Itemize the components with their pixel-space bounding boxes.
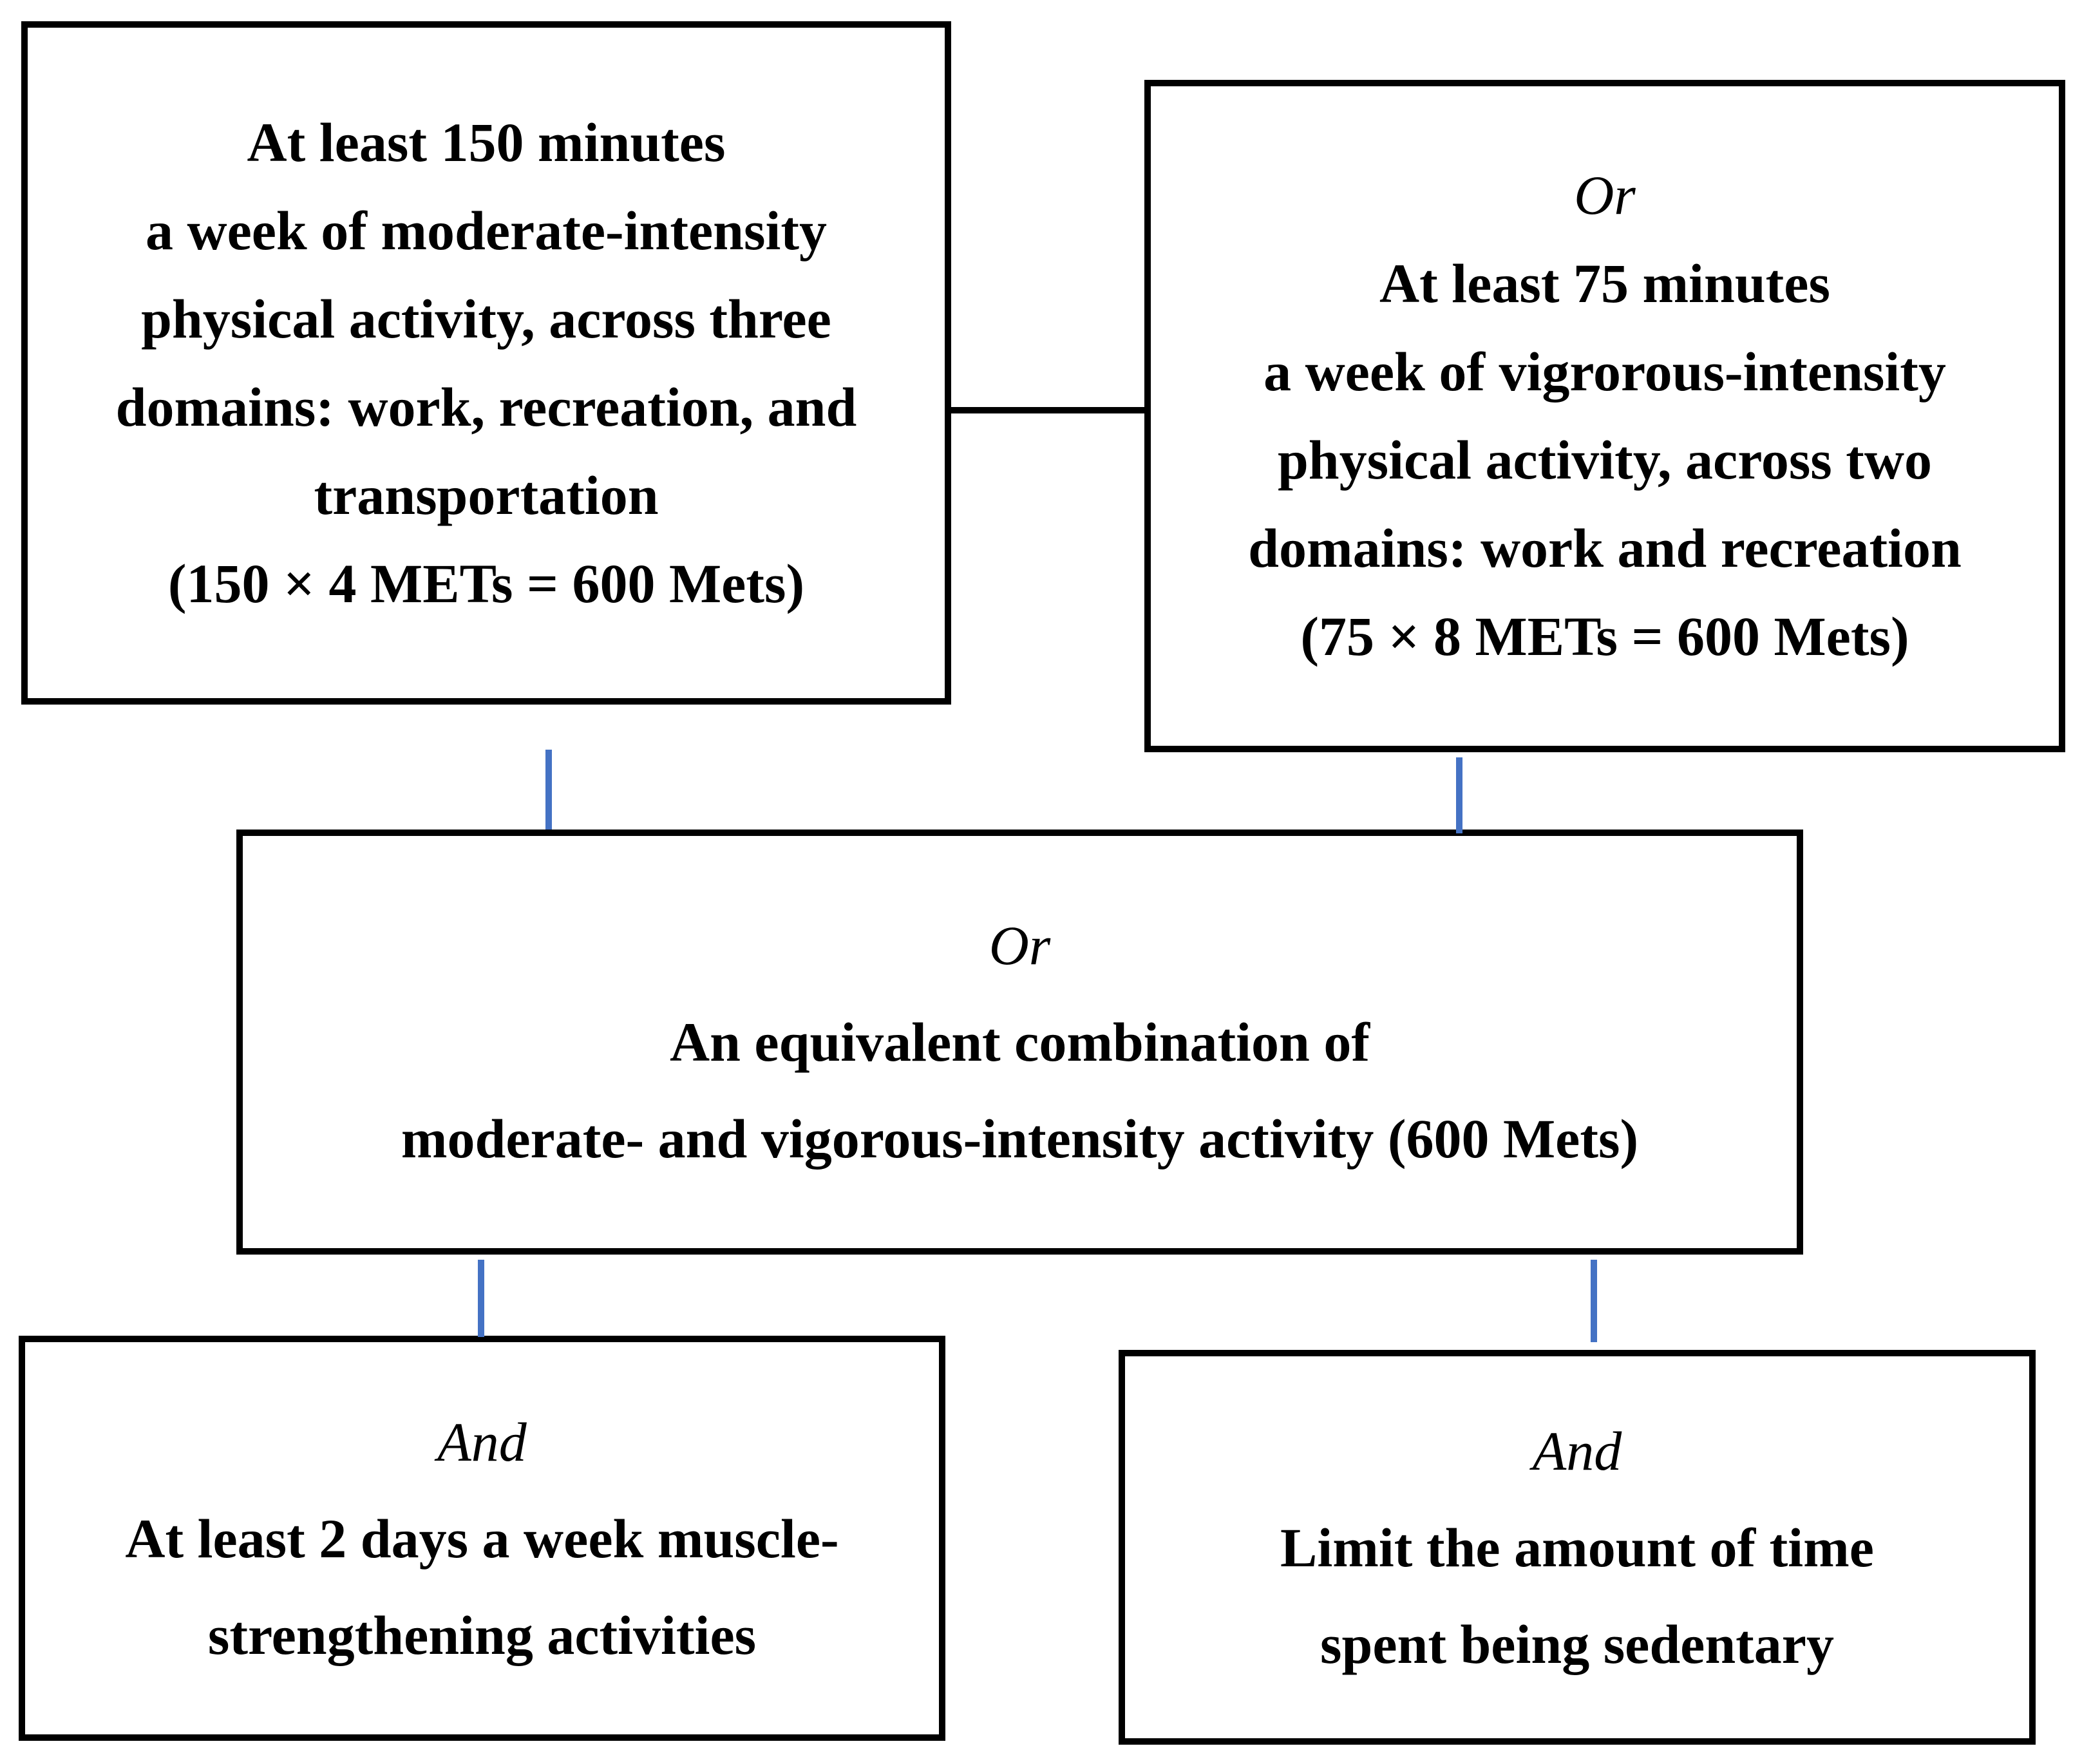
- box-limit-sedentary-time: And Limit the amount of time spent being…: [1119, 1350, 2036, 1745]
- connector-horizontal-line: [951, 407, 1144, 413]
- box-line: At least 2 days a week muscle-: [125, 1507, 839, 1570]
- and-qualifier: And: [437, 1410, 527, 1473]
- box-line: At least 75 minutes: [1379, 252, 1830, 314]
- box-line: strengthening activities: [207, 1604, 757, 1666]
- box-equivalent-combination: Or An equivalent combination of moderate…: [236, 830, 1803, 1255]
- or-qualifier: Or: [989, 915, 1051, 976]
- or-qualifier: Or: [1574, 164, 1636, 226]
- connector-vertical-line: [1591, 1260, 1597, 1342]
- box-line: spent being sedentary: [1320, 1613, 1834, 1675]
- box-line: At least 150 minutes: [247, 111, 726, 173]
- box-line: a week of vigrorous-intensity: [1263, 341, 1946, 403]
- box-line: domains: work, recreation, and: [115, 375, 857, 438]
- box-moderate-intensity-activity: At least 150 minutes a week of moderate-…: [21, 21, 951, 705]
- box-line: Limit the amount of time: [1280, 1516, 1874, 1579]
- box-vigorous-intensity-activity: Or At least 75 minutes a week of vigroro…: [1144, 80, 2065, 752]
- connector-vertical-line: [1456, 757, 1462, 833]
- box-line: An equivalent combination of: [669, 1011, 1370, 1073]
- box-line: physical activity, across three: [141, 287, 831, 350]
- box-line: physical activity, across two: [1277, 429, 1933, 491]
- connector-vertical-line: [478, 1260, 484, 1337]
- box-muscle-strengthening: And At least 2 days a week muscle- stren…: [19, 1336, 945, 1741]
- box-line: (75 × 8 METs = 600 Mets): [1300, 605, 1909, 667]
- box-line: (150 × 4 METs = 600 Mets): [167, 552, 805, 614]
- box-line: domains: work and recreation: [1248, 517, 1962, 579]
- and-qualifier: And: [1532, 1419, 1622, 1482]
- connector-vertical-line: [545, 750, 552, 830]
- box-line: a week of moderate-intensity: [145, 199, 828, 261]
- box-line: transportation: [314, 464, 659, 526]
- box-line: moderate- and vigorous-intensity activit…: [401, 1108, 1639, 1170]
